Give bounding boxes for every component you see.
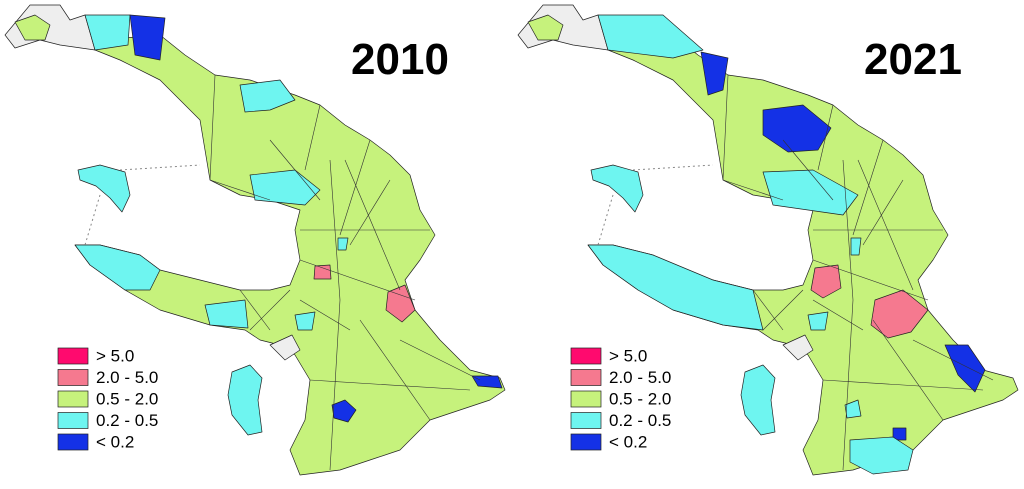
- legend-swatch: [570, 433, 602, 451]
- district: [471, 375, 503, 389]
- legend-swatch: [57, 433, 89, 451]
- legend-swatch: [57, 412, 89, 429]
- legend-label: > 5.0: [96, 346, 134, 365]
- legend-label: < 0.2: [96, 432, 134, 451]
- map-panel: 2010 > 5.0 2.0 - 5.0 0.5 - 2.0 0.2 - 0.5 < 0.…: [4, 4, 506, 476]
- legend-label: > 5.0: [609, 346, 647, 365]
- legend-label: 0.2 - 0.5: [96, 411, 158, 430]
- legend-swatch: [570, 369, 602, 386]
- district: [269, 334, 301, 361]
- district: [313, 264, 332, 280]
- district: [227, 364, 263, 436]
- district: [807, 311, 829, 331]
- district: [14, 14, 51, 41]
- district-borders: [722, 74, 994, 471]
- district: [527, 14, 564, 41]
- district: [782, 334, 814, 361]
- district: [587, 244, 764, 331]
- district: [84, 14, 131, 51]
- legend-swatch: [570, 347, 602, 365]
- legend-swatch: [57, 369, 89, 386]
- district: [810, 264, 842, 299]
- legend-label: 0.5 - 2.0: [609, 389, 671, 408]
- legend-swatch: [57, 347, 89, 365]
- legend-label: 0.2 - 0.5: [609, 411, 671, 430]
- district: [294, 311, 316, 331]
- district: [944, 344, 986, 393]
- district: [850, 237, 862, 256]
- legend-label: 2.0 - 5.0: [609, 368, 671, 387]
- legend-label: 2.0 - 5.0: [96, 368, 158, 387]
- district-borders: [209, 74, 481, 471]
- district: [385, 284, 416, 323]
- district: [590, 164, 644, 213]
- legend-swatch: [570, 412, 602, 429]
- district: [204, 299, 249, 329]
- district: [849, 436, 914, 475]
- district: [337, 237, 349, 251]
- district: [74, 244, 161, 291]
- legend-swatch: [570, 390, 602, 408]
- district: [892, 427, 907, 441]
- dam-line: [597, 164, 714, 246]
- district: [762, 104, 832, 153]
- panel-title: 2021: [864, 35, 962, 84]
- district: [331, 399, 357, 423]
- legend-swatch: [57, 390, 89, 408]
- district: [239, 79, 296, 113]
- district: [700, 51, 729, 96]
- panel-title: 2010: [351, 35, 449, 84]
- legend-label: 0.5 - 2.0: [96, 389, 158, 408]
- dam-line: [84, 164, 201, 246]
- district: [77, 164, 131, 213]
- district: [870, 289, 929, 339]
- district: [129, 14, 166, 61]
- legend-label: < 0.2: [609, 432, 647, 451]
- district: [597, 14, 704, 59]
- district: [762, 169, 859, 216]
- district: [740, 364, 776, 436]
- map-panel: 2021 > 5.0 2.0 - 5.0 0.5 - 2.0 0.2 - 0.5 < 0.…: [517, 4, 1019, 476]
